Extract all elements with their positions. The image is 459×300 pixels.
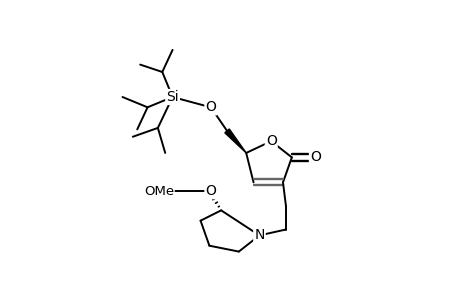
Text: Si: Si: [166, 90, 179, 104]
Polygon shape: [224, 129, 246, 153]
Text: OMe: OMe: [144, 185, 174, 198]
Text: O: O: [265, 134, 276, 148]
Text: O: O: [309, 150, 320, 164]
Text: O: O: [205, 100, 216, 114]
Text: N: N: [254, 228, 264, 242]
Text: O: O: [205, 184, 216, 198]
